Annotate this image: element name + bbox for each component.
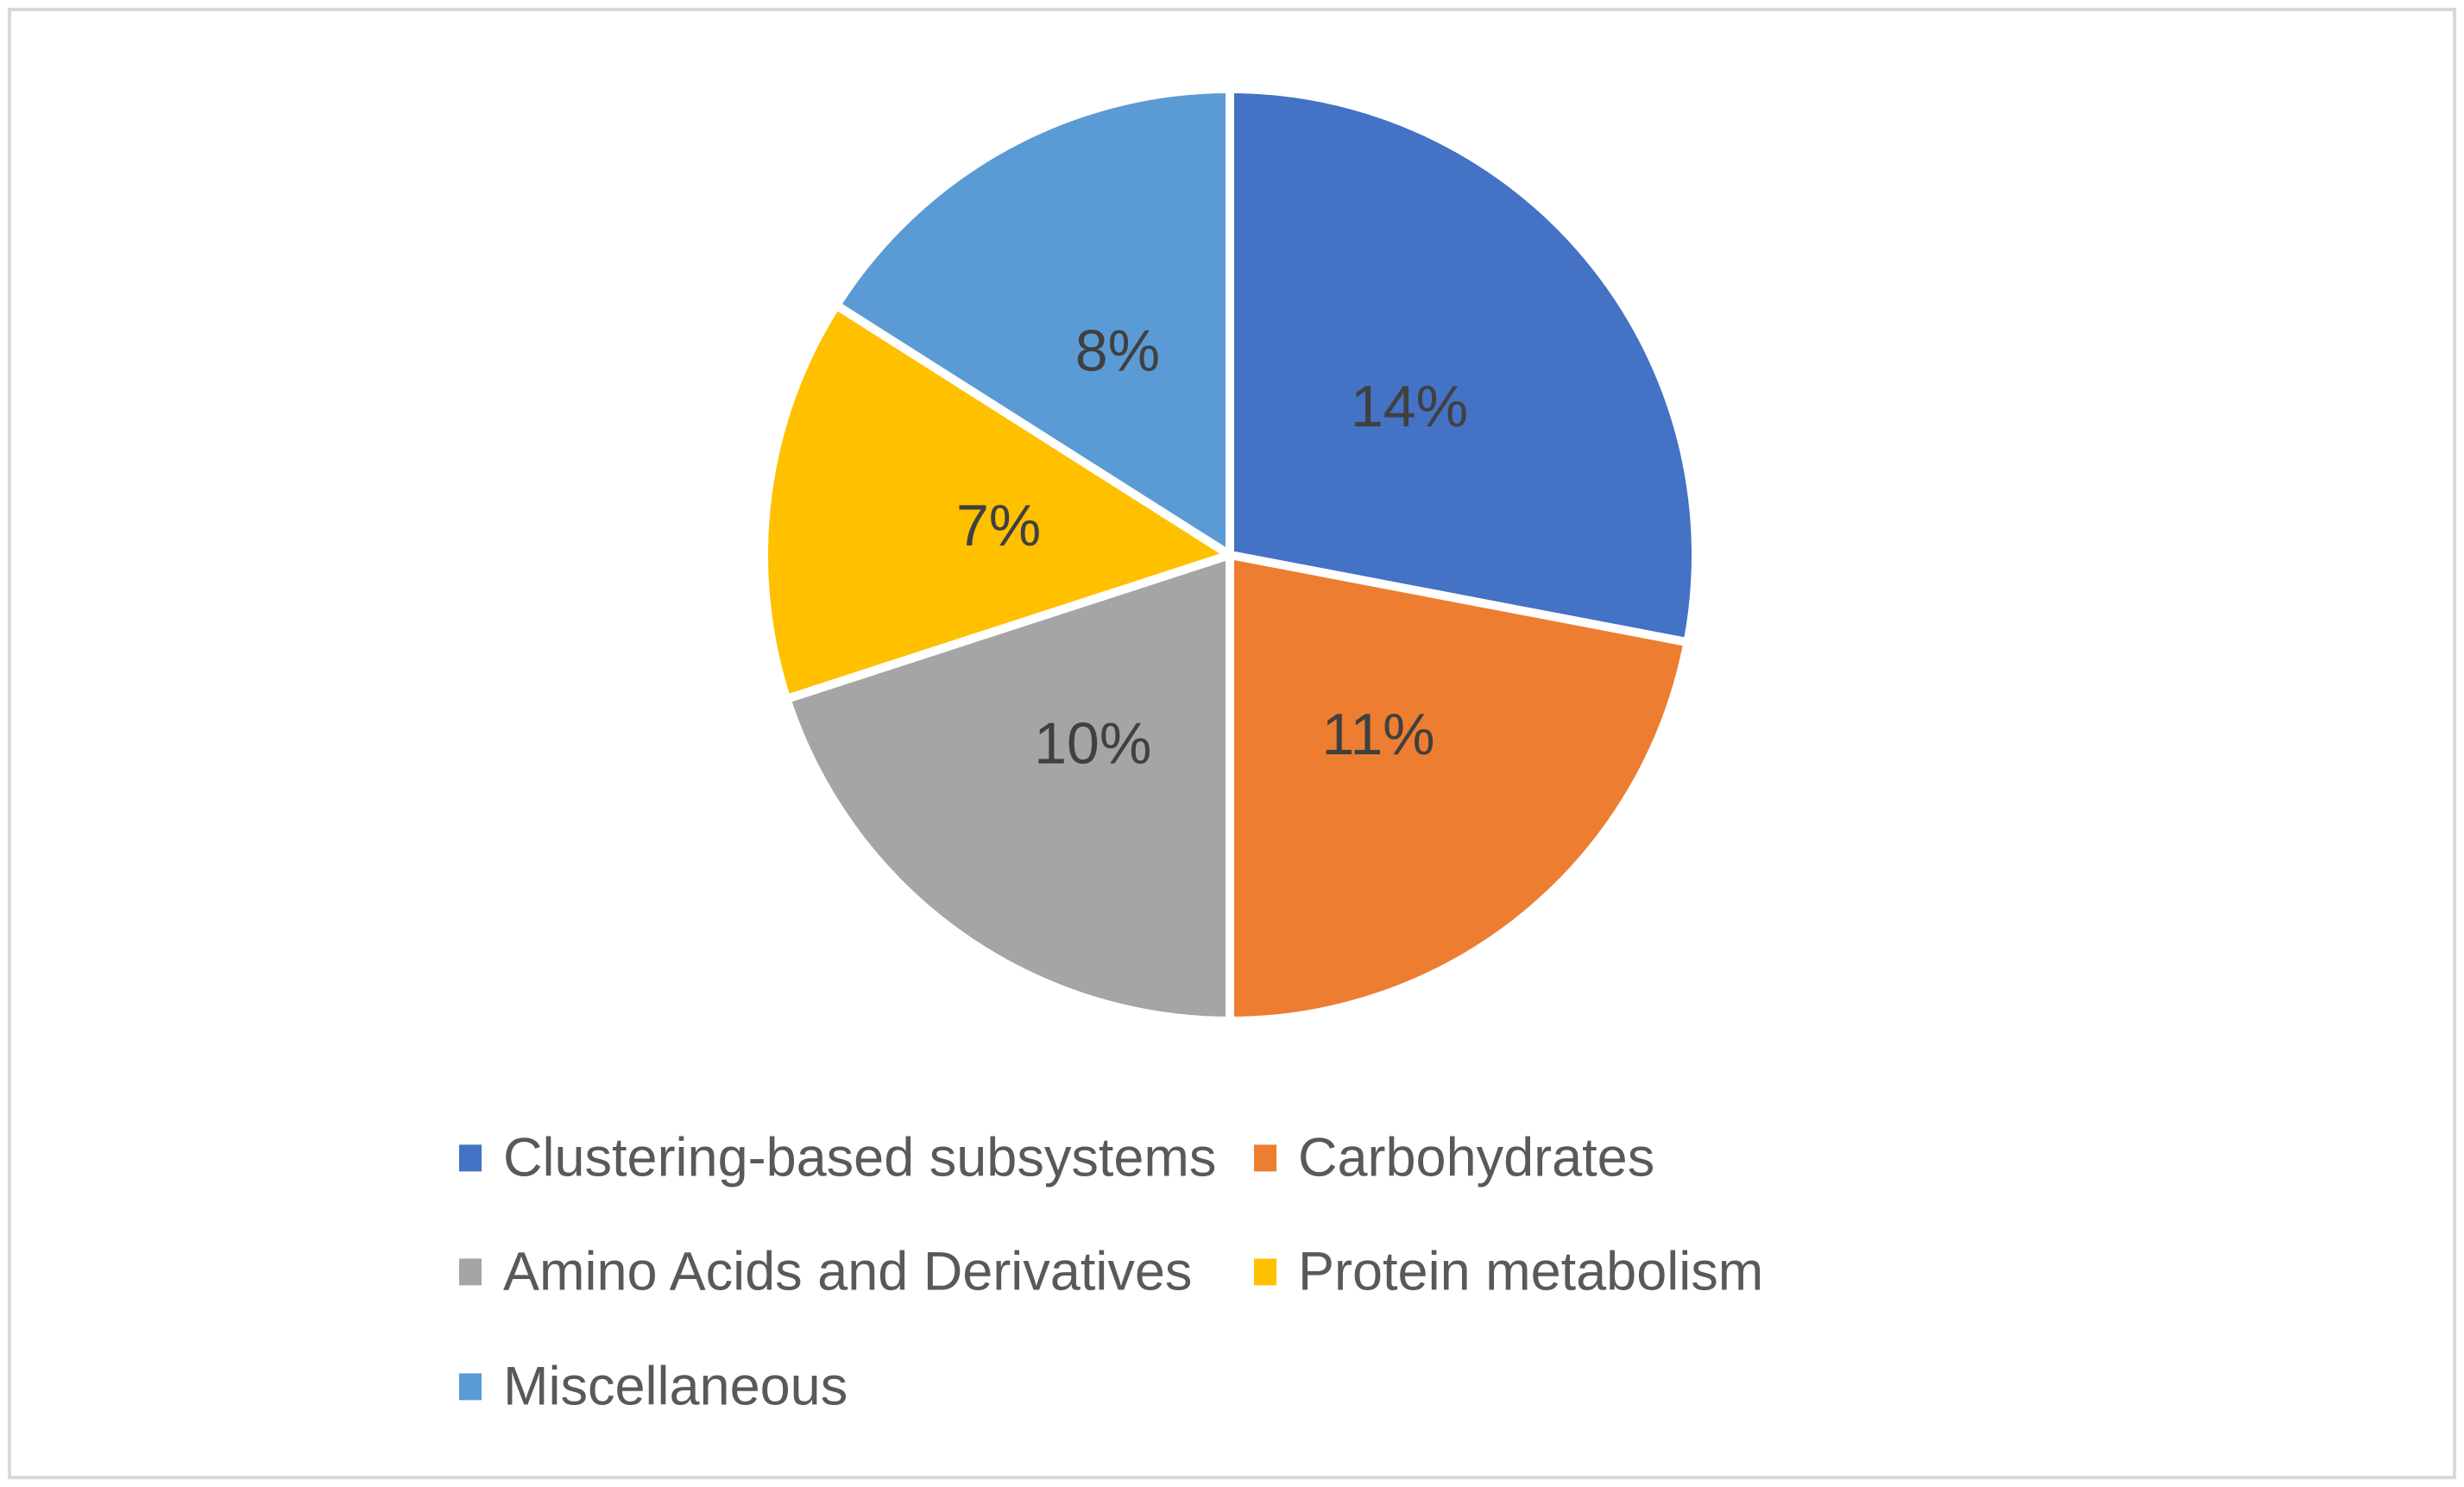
data-label-clustering-based-subsystems: 14% bbox=[1351, 374, 1468, 439]
data-label-miscellaneous: 8% bbox=[1075, 318, 1160, 383]
pie-slice-protein-metabolism bbox=[759, 299, 1240, 705]
pie-slice-carbohydrates bbox=[1226, 549, 1693, 1026]
pie-slice-clustering-based-subsystems bbox=[1226, 84, 1700, 648]
data-label-protein-metabolism: 7% bbox=[956, 493, 1041, 558]
pie-slice-amino-acids-and-derivatives bbox=[781, 549, 1234, 1026]
pie-slice-miscellaneous bbox=[830, 84, 1234, 564]
data-label-amino-acids-and-derivatives: 10% bbox=[1034, 710, 1151, 776]
data-label-carbohydrates: 11% bbox=[1322, 702, 1435, 767]
